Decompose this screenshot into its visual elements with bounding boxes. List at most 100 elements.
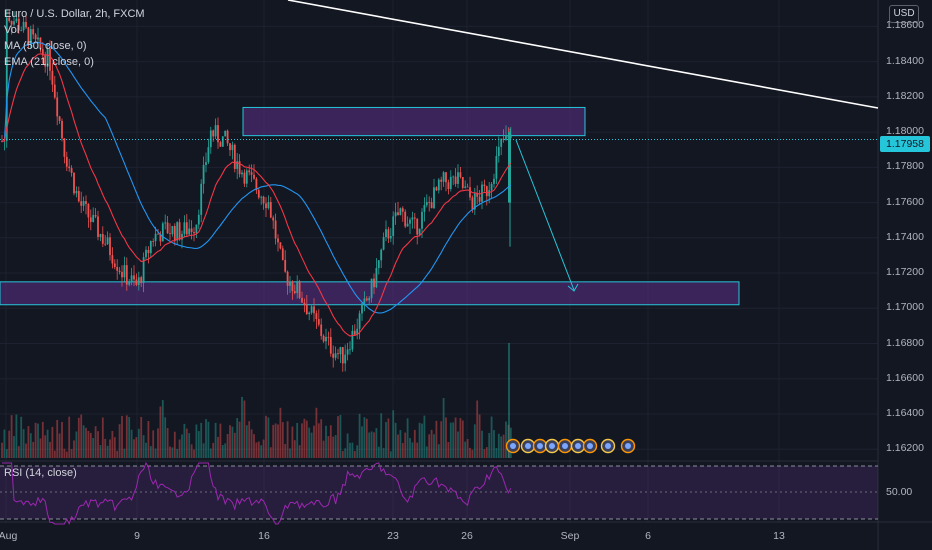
candle-body xyxy=(317,319,320,325)
candle-body xyxy=(508,132,511,203)
candle-body xyxy=(92,215,95,222)
ma-50-line xyxy=(1,41,512,314)
candle-body xyxy=(464,186,467,188)
candle-body xyxy=(37,37,39,40)
candle-body xyxy=(82,201,85,206)
candle-body xyxy=(289,281,291,286)
candle-body xyxy=(437,179,440,191)
volume-bar xyxy=(274,423,277,458)
legend-ma[interactable]: MA (50, close, 0) xyxy=(4,40,87,52)
candle-body xyxy=(87,203,90,218)
currency-badge[interactable]: USD xyxy=(889,5,919,23)
candle-body xyxy=(178,222,181,240)
volume-bar xyxy=(425,446,428,458)
candle-body xyxy=(394,212,397,217)
candle-body xyxy=(236,161,239,169)
candle-body xyxy=(404,211,407,227)
candle-body xyxy=(286,271,289,286)
time-tick: Sep xyxy=(560,530,580,542)
volume-bar xyxy=(262,439,265,458)
volume-bar xyxy=(133,439,135,458)
candle-body xyxy=(505,135,507,140)
volume-bar xyxy=(44,435,47,458)
candle-body xyxy=(133,275,135,280)
volume-bar xyxy=(140,416,143,458)
candle-body xyxy=(61,120,63,139)
legend-symbol[interactable]: Euro / U.S. Dollar, 2h, FXCM xyxy=(4,8,145,20)
volume-bar xyxy=(41,421,44,458)
volume-bar xyxy=(53,450,56,458)
volume-bar xyxy=(301,423,303,458)
volume-bar xyxy=(205,419,207,458)
volume-bar xyxy=(500,436,503,458)
candle-body xyxy=(10,21,13,25)
volume-bar xyxy=(361,426,363,458)
candle-body xyxy=(53,84,56,98)
volume-bar xyxy=(476,400,479,458)
rsi-level-label: 50.00 xyxy=(886,486,913,498)
candle-body xyxy=(262,196,265,204)
volume-bar xyxy=(418,422,421,458)
volume-bar xyxy=(303,418,306,458)
volume-bar xyxy=(313,425,315,458)
candle-body xyxy=(241,172,243,175)
volume-bar xyxy=(377,446,380,458)
volume-bar xyxy=(387,418,390,458)
volume-bar xyxy=(351,442,354,458)
candle-body xyxy=(169,233,171,235)
candle-body xyxy=(205,162,207,165)
candle-body xyxy=(325,336,327,342)
candle-body xyxy=(466,186,469,188)
volume-bar xyxy=(75,431,78,458)
candle-body xyxy=(109,237,111,256)
volume-bar xyxy=(176,448,179,458)
candle-body xyxy=(406,223,409,227)
candle-body xyxy=(63,138,66,157)
projection-arrow xyxy=(515,139,575,291)
legend-volume[interactable]: Vol xyxy=(4,24,20,36)
volume-bar xyxy=(464,441,467,458)
candle-body xyxy=(375,268,378,288)
volume-bar xyxy=(447,442,450,458)
candle-body xyxy=(116,266,119,271)
volume-bar xyxy=(171,447,174,458)
volume-bar xyxy=(101,417,104,458)
candle-body xyxy=(130,275,133,283)
candle-body xyxy=(8,17,11,22)
candle-body xyxy=(73,172,75,194)
candle-body xyxy=(497,146,500,157)
volume-bar xyxy=(159,406,162,458)
volume-bar xyxy=(469,447,471,458)
volume-bar xyxy=(10,415,13,458)
volume-bar xyxy=(209,448,212,458)
candle-body xyxy=(233,144,236,169)
candle-body xyxy=(418,228,421,235)
volume-bar xyxy=(382,448,385,458)
candle-body xyxy=(423,205,426,212)
volume-bar xyxy=(334,435,337,458)
candle-body xyxy=(193,232,195,234)
volume-bar xyxy=(169,446,171,458)
volume-bar xyxy=(392,410,395,458)
candle-body xyxy=(212,130,215,137)
price-tick: 1.17400 xyxy=(886,230,924,243)
rsi-legend[interactable]: RSI (14, close) xyxy=(4,467,77,479)
volume-bar xyxy=(68,416,71,458)
volume-bar xyxy=(401,443,404,458)
economic-event-icon-core xyxy=(525,443,531,449)
candle-body xyxy=(332,353,335,358)
volume-bar xyxy=(320,419,323,458)
legend-ema[interactable]: EMA (21, close, 0) xyxy=(4,56,94,68)
candle-body xyxy=(413,217,416,219)
candle-body xyxy=(229,143,231,151)
candle-body xyxy=(265,203,267,209)
volume-bar xyxy=(236,418,239,458)
candle-body xyxy=(428,202,431,203)
volume-bar xyxy=(173,431,176,458)
candle-body xyxy=(161,223,164,242)
volume-bar xyxy=(3,429,6,458)
time-tick: 6 xyxy=(645,530,651,542)
volume-bar xyxy=(56,419,59,458)
volume-bar xyxy=(229,425,231,458)
